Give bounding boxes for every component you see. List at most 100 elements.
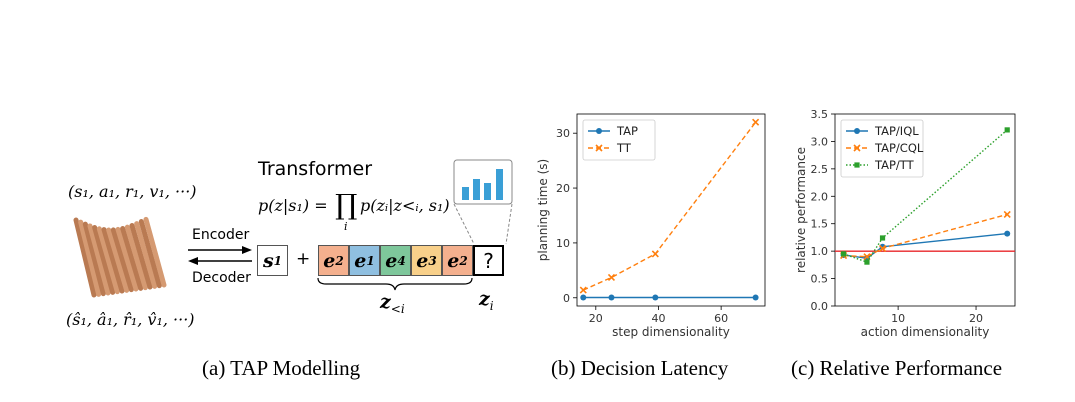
formula-lhs: p(z|s₁) = xyxy=(258,196,328,215)
series-line-tap-cql xyxy=(843,213,1008,258)
bottom-sequence: (ŝ₁, â₁, r̂₁, v̂₁, ···) xyxy=(66,310,195,329)
trajectory-rod xyxy=(134,221,158,289)
trajectory-rod xyxy=(138,219,162,289)
latent-token-label: e xyxy=(447,249,460,272)
data-point xyxy=(864,259,870,265)
y-tick-label: 0 xyxy=(563,292,570,305)
z-lt-i-symbol: z xyxy=(380,291,391,313)
z-i-symbol: z xyxy=(479,288,490,310)
latent-token-sub: 2 xyxy=(335,253,344,268)
state-token-label: s xyxy=(262,249,274,272)
y-tick-label: 1.5 xyxy=(811,218,829,231)
trajectory-illustration xyxy=(73,216,167,298)
trajectory-rod xyxy=(101,227,125,294)
y-tick-label: 2.0 xyxy=(811,190,829,203)
legend-label: TAP/IQL xyxy=(874,124,919,138)
caption-a: (a) TAP Modelling xyxy=(202,356,361,380)
unknown-token: ? xyxy=(473,245,504,276)
formula-rhs: p(zᵢ|z<ᵢ, s₁) xyxy=(360,196,450,215)
y-tick-label: 20 xyxy=(556,182,570,195)
legend-label: TAP/CQL xyxy=(874,141,924,155)
data-point xyxy=(608,294,615,301)
trajectory-rod xyxy=(120,225,144,291)
trajectory-rod xyxy=(78,219,102,297)
trajectory-rod xyxy=(143,216,167,288)
distribution-bar xyxy=(462,187,469,200)
latent-token-sub: 1 xyxy=(366,253,375,268)
data-point xyxy=(752,118,760,126)
y-axis-label: planning time (s) xyxy=(536,159,550,261)
plot-frame xyxy=(576,113,766,307)
decoder-arrow xyxy=(188,257,252,265)
latent-token-label: e xyxy=(354,249,367,272)
trajectory-rod xyxy=(96,226,120,295)
latent-token-sub: 4 xyxy=(397,253,406,268)
plus-sign: + xyxy=(296,249,311,269)
z-lt-i-sub: <i xyxy=(390,301,405,316)
data-point xyxy=(580,294,587,301)
series-line-tap-tt xyxy=(843,129,1008,263)
y-tick-label: 2.5 xyxy=(811,163,829,176)
y-tick-label: 0.5 xyxy=(811,273,829,286)
distribution-bar xyxy=(473,179,480,200)
data-point xyxy=(651,250,659,258)
state-token-sub: 1 xyxy=(273,253,283,268)
legend-box xyxy=(840,119,924,178)
x-tick-label: 40 xyxy=(651,312,665,325)
data-point xyxy=(579,286,587,294)
legend-marker xyxy=(854,162,860,168)
transformer-label: Transformer xyxy=(258,158,373,180)
legend-marker xyxy=(596,128,602,134)
z-i-label: zi xyxy=(479,288,494,313)
legend-label: TAP/TT xyxy=(874,158,915,172)
data-point xyxy=(1004,230,1011,237)
legend-label: TAP xyxy=(616,124,638,138)
caption-b: (b) Decision Latency xyxy=(551,356,729,380)
latent-token-label: e xyxy=(323,249,336,272)
latent-token-sub: 3 xyxy=(428,253,437,268)
y-tick-label: 10 xyxy=(556,237,570,250)
y-tick-label: 30 xyxy=(556,127,570,140)
data-point xyxy=(1004,127,1010,133)
encoder-label: Encoder xyxy=(192,227,250,243)
distribution-callout xyxy=(453,159,513,245)
trajectory-rod xyxy=(82,221,106,297)
unknown-token-label: ? xyxy=(483,248,494,273)
x-tick-label: 20 xyxy=(969,312,983,325)
latent-token-sub: 2 xyxy=(459,253,468,268)
legend-label: TT xyxy=(616,141,632,155)
z-i-sub: i xyxy=(489,298,494,313)
x-tick-label: 10 xyxy=(891,312,905,325)
trajectory-rod xyxy=(115,226,139,292)
chart-decision-latency: 20 40 60 0 10 20 30 step dimensionality planning… xyxy=(536,113,766,339)
top-sequence: (s₁, a₁, r₁, v₁, ···) xyxy=(68,182,197,201)
x-tick-label: 60 xyxy=(714,312,728,325)
trajectory-rod xyxy=(92,225,116,295)
y-tick-label: 0.0 xyxy=(811,300,829,313)
latent-token-label: e xyxy=(385,249,398,272)
y-tick-label: 3.5 xyxy=(811,108,829,121)
data-point xyxy=(752,294,759,301)
formula-product: ∏ xyxy=(335,188,358,221)
chart-relative-performance: 10 20 0.0 0.5 1.0 1.5 2.0 2.5 3.0 3.5 action dimen… xyxy=(794,108,1016,339)
legend-marker xyxy=(595,144,603,152)
trajectory-rod xyxy=(73,217,97,298)
data-point xyxy=(840,251,847,257)
legend-marker xyxy=(853,144,861,152)
encoder-arrow xyxy=(188,246,252,254)
brace xyxy=(317,277,473,291)
data-point xyxy=(652,294,659,301)
data-point xyxy=(607,273,616,282)
trajectory-rod xyxy=(106,227,130,293)
y-tick-label: 1.0 xyxy=(811,245,829,258)
series-line-tt xyxy=(582,121,757,291)
y-tick-label: 3.0 xyxy=(811,135,829,148)
x-axis-label: action dimensionality xyxy=(861,325,990,339)
distribution-bar xyxy=(496,169,503,200)
